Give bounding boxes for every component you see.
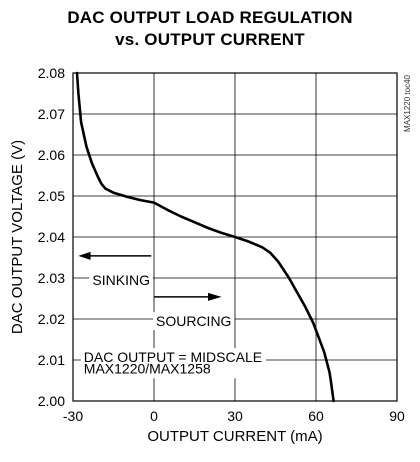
y-tick-label: 2.02 [38,311,65,327]
y-tick-label: 2.05 [38,188,65,204]
annotation-group: SINKING SOURCING DAC OUTPUT = MIDSCALE M… [78,251,267,379]
y-tick-label: 2.06 [38,147,65,163]
sourcing-label-bg [153,312,235,331]
x-tick-label: 30 [227,408,243,424]
x-tick-label: -30 [63,408,83,424]
y-tick-label: 2.01 [38,352,65,368]
note-line-2: MAX1220/MAX1258 [84,360,211,376]
chart-title: DAC OUTPUT LOAD REGULATION [67,8,353,27]
plot-frame [72,72,398,402]
sinking-label: SINKING [92,272,150,288]
note-bg [80,348,267,379]
x-tick-label: 0 [150,408,158,424]
y-tick-label: 2.08 [38,65,65,81]
y-tick-label: 2.07 [38,106,65,122]
note-line-1: DAC OUTPUT = MIDSCALE [84,349,262,365]
sourcing-arrowhead [208,292,222,301]
sinking-arrowhead [78,251,91,260]
y-tick-label: 2.04 [38,229,65,245]
x-tick-label: 90 [389,408,405,424]
chart-subtitle: vs. OUTPUT CURRENT [115,30,305,49]
y-axis-label: DAC OUTPUT VOLTAGE (V) [9,140,26,334]
x-tick-label: 60 [308,408,324,424]
series-line [75,71,335,403]
y-tick-label: 2.03 [38,270,65,286]
x-axis-label: OUTPUT CURRENT (mA) [147,428,322,445]
sourcing-label: SOURCING [156,313,231,329]
tick-group: -30 0 30 60 90 2.00 2.01 2.02 2.03 2.04 2.05 2.06 2.… [38,65,405,424]
sinking-label-bg [89,271,153,290]
y-tick-label: 2.00 [38,393,65,409]
figure-id-tag: MAX1220 toc40 [403,74,412,131]
